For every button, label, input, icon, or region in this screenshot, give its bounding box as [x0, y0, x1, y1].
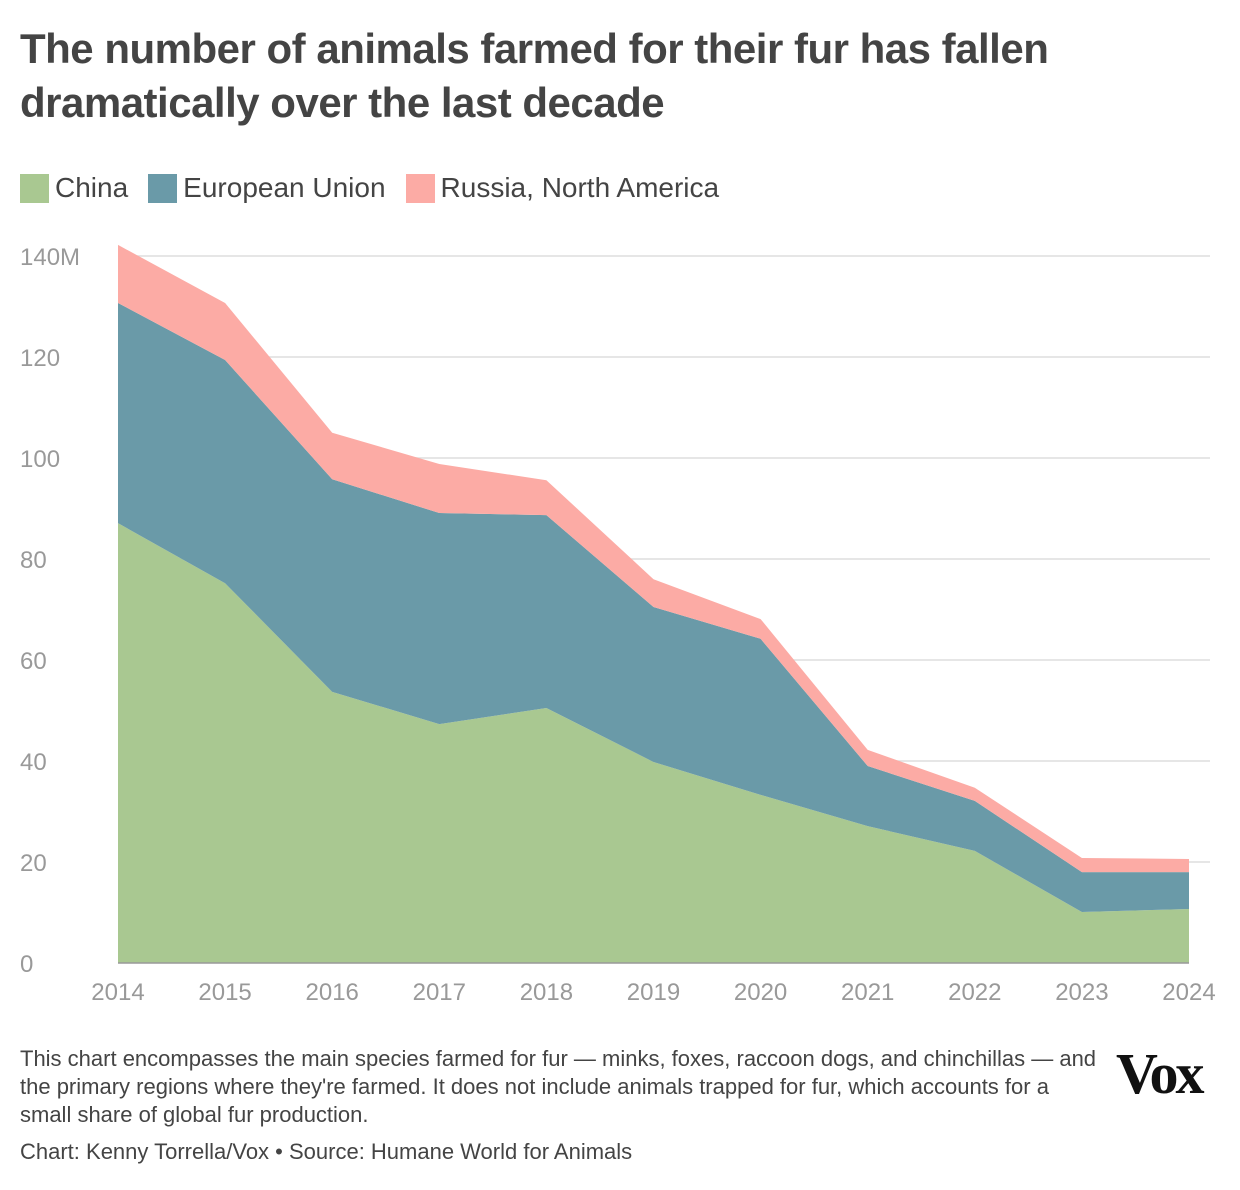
- legend-swatch-russia-na: [405, 173, 435, 203]
- x-tick-label: 2023: [1055, 979, 1108, 1006]
- vox-logo: Vox: [1116, 1041, 1205, 1106]
- x-tick-label: 2015: [198, 979, 251, 1006]
- area-european-union: [118, 302, 1189, 912]
- y-tick-label: 100: [20, 446, 60, 473]
- y-tick-label: 140M: [20, 244, 80, 271]
- y-tick-label: 120: [20, 345, 60, 372]
- y-tick-label: 80: [20, 547, 47, 574]
- y-tick-label: 20: [20, 850, 47, 877]
- x-tick-label: 2022: [948, 979, 1001, 1006]
- area-russia-north-america: [118, 244, 1189, 873]
- legend-label: China: [55, 172, 129, 203]
- chart-title: The number of animals farmed for their f…: [20, 25, 1049, 126]
- x-tick-label: 2024: [1162, 979, 1215, 1006]
- chart-note: This chart encompasses the main species …: [20, 1046, 1097, 1127]
- stacked-area-chart: 0 20 40 60 80 100 120 140M 2014 2015 2016 2017 2018 2…: [20, 244, 1216, 1006]
- legend-item-eu: European Union: [148, 172, 386, 204]
- x-tick-label: 2021: [841, 979, 894, 1006]
- area-china: [118, 523, 1189, 963]
- x-tick-label: 2018: [520, 979, 573, 1006]
- x-tick-label: 2020: [734, 979, 787, 1006]
- chart-credit: Chart: Kenny Torrella/Vox • Source: Huma…: [20, 1139, 633, 1164]
- x-tick-label: 2019: [627, 979, 680, 1006]
- legend: China European Union Russia, North Ameri…: [20, 172, 719, 204]
- legend-swatch-eu: [148, 173, 178, 203]
- legend-item-china: China: [20, 172, 128, 204]
- x-tick-label: 2014: [91, 979, 144, 1006]
- y-tick-label: 60: [20, 648, 47, 675]
- legend-item-russia-na: Russia, North America: [405, 172, 720, 204]
- legend-label: Russia, North America: [440, 172, 720, 203]
- legend-swatch-china: [20, 173, 49, 203]
- legend-label: European Union: [183, 172, 386, 203]
- y-tick-label: 0: [20, 951, 33, 978]
- y-tick-label: 40: [20, 749, 47, 776]
- x-tick-label: 2016: [306, 979, 359, 1006]
- x-tick-label: 2017: [413, 979, 466, 1006]
